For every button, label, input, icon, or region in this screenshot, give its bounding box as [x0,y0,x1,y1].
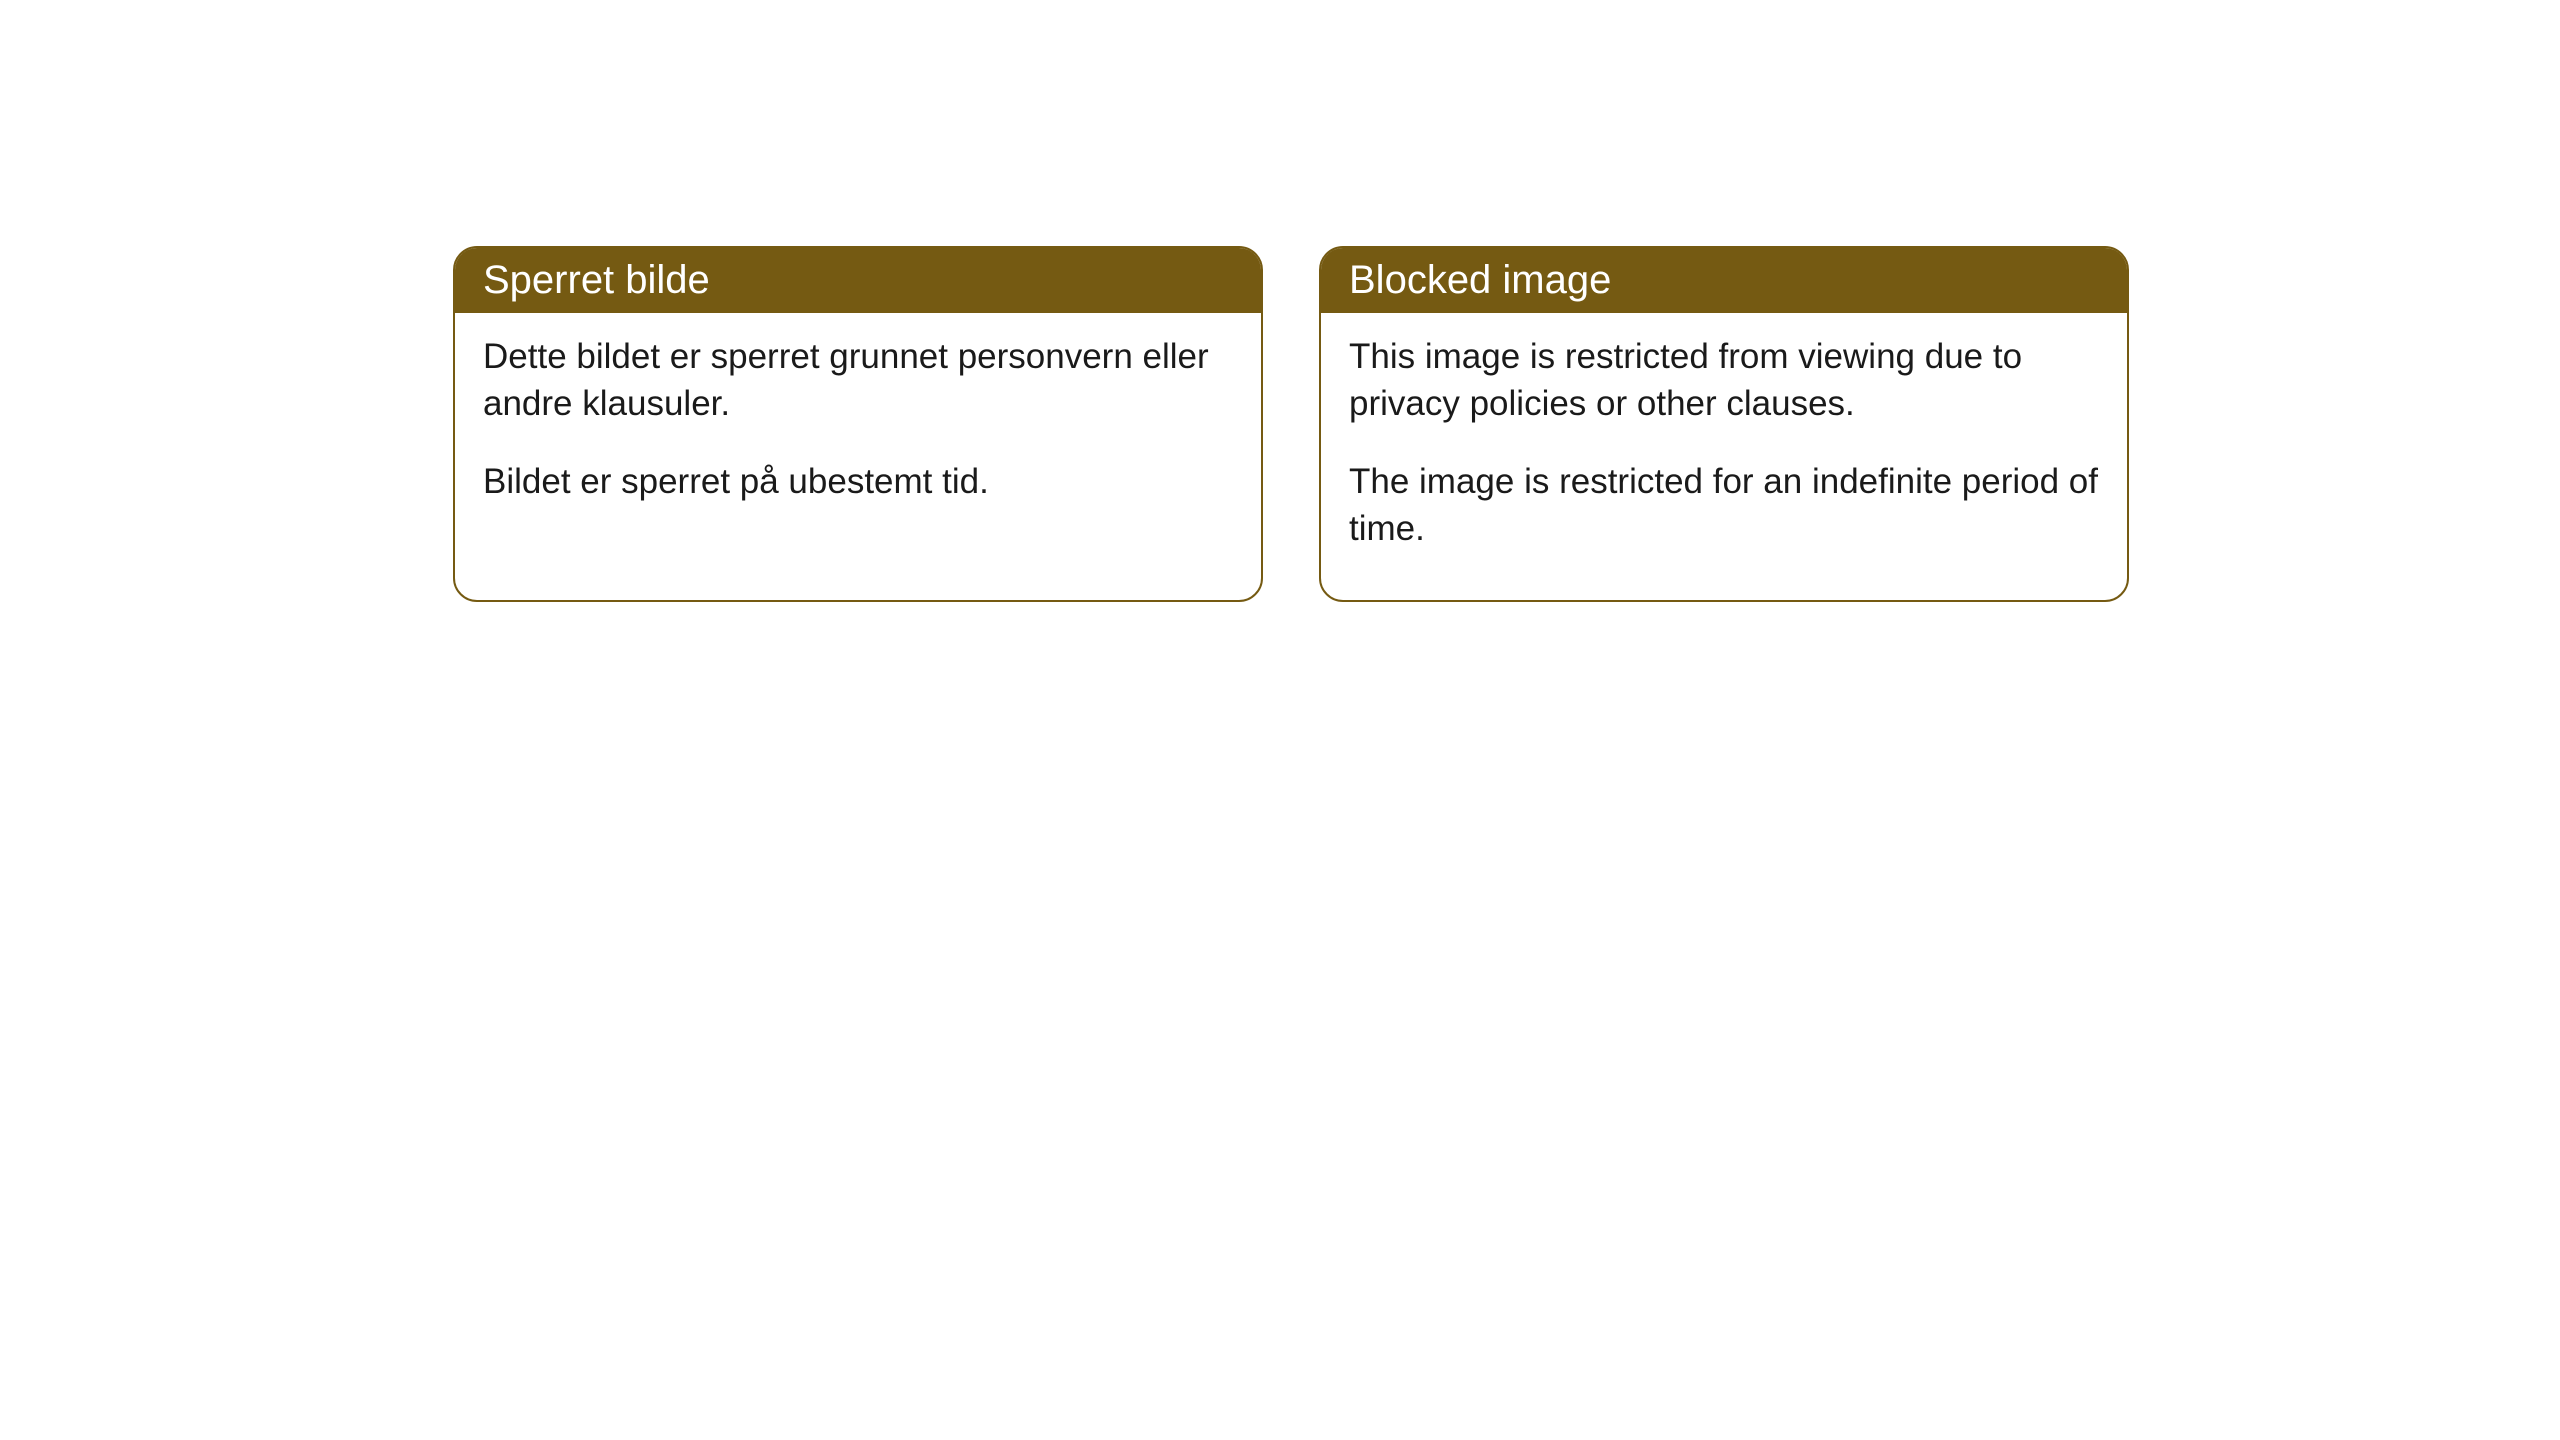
card-paragraph: The image is restricted for an indefinit… [1349,458,2099,553]
card-paragraph: This image is restricted from viewing du… [1349,333,2099,428]
notice-card-norwegian: Sperret bilde Dette bildet er sperret gr… [453,246,1263,602]
card-body: Dette bildet er sperret grunnet personve… [455,313,1261,553]
card-body: This image is restricted from viewing du… [1321,313,2127,600]
notice-card-english: Blocked image This image is restricted f… [1319,246,2129,602]
card-title: Sperret bilde [455,248,1261,313]
card-title: Blocked image [1321,248,2127,313]
cards-container: Sperret bilde Dette bildet er sperret gr… [453,246,2129,602]
card-paragraph: Dette bildet er sperret grunnet personve… [483,333,1233,428]
card-paragraph: Bildet er sperret på ubestemt tid. [483,458,1233,505]
